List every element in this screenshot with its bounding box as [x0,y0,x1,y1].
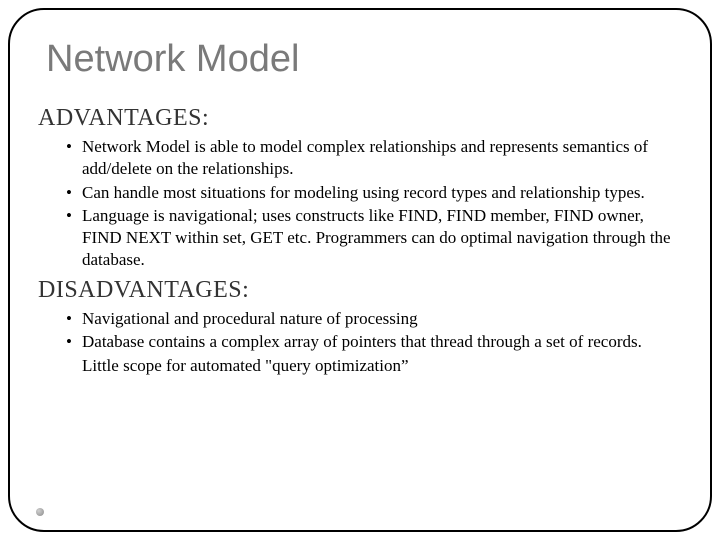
advantages-list: Network Model is able to model complex r… [38,136,682,271]
list-item: Navigational and procedural nature of pr… [68,308,682,330]
extra-line: Little scope for automated "query optimi… [38,355,682,377]
disadvantages-section: DISADVANTAGES: Navigational and procedur… [38,277,682,377]
disadvantages-heading: DISADVANTAGES: [38,277,682,304]
slide-title: Network Model [46,38,682,81]
advantages-heading: ADVANTAGES: [38,105,682,132]
list-item: Can handle most situations for modeling … [68,182,682,204]
slide-frame: Network Model ADVANTAGES: Network Model … [8,8,712,532]
list-item: Language is navigational; uses construct… [68,205,682,270]
footer-dot-icon [36,508,44,516]
list-item: Database contains a complex array of poi… [68,331,682,353]
list-item: Network Model is able to model complex r… [68,136,682,180]
advantages-section: ADVANTAGES: Network Model is able to mod… [38,105,682,271]
disadvantages-list: Navigational and procedural nature of pr… [38,308,682,354]
